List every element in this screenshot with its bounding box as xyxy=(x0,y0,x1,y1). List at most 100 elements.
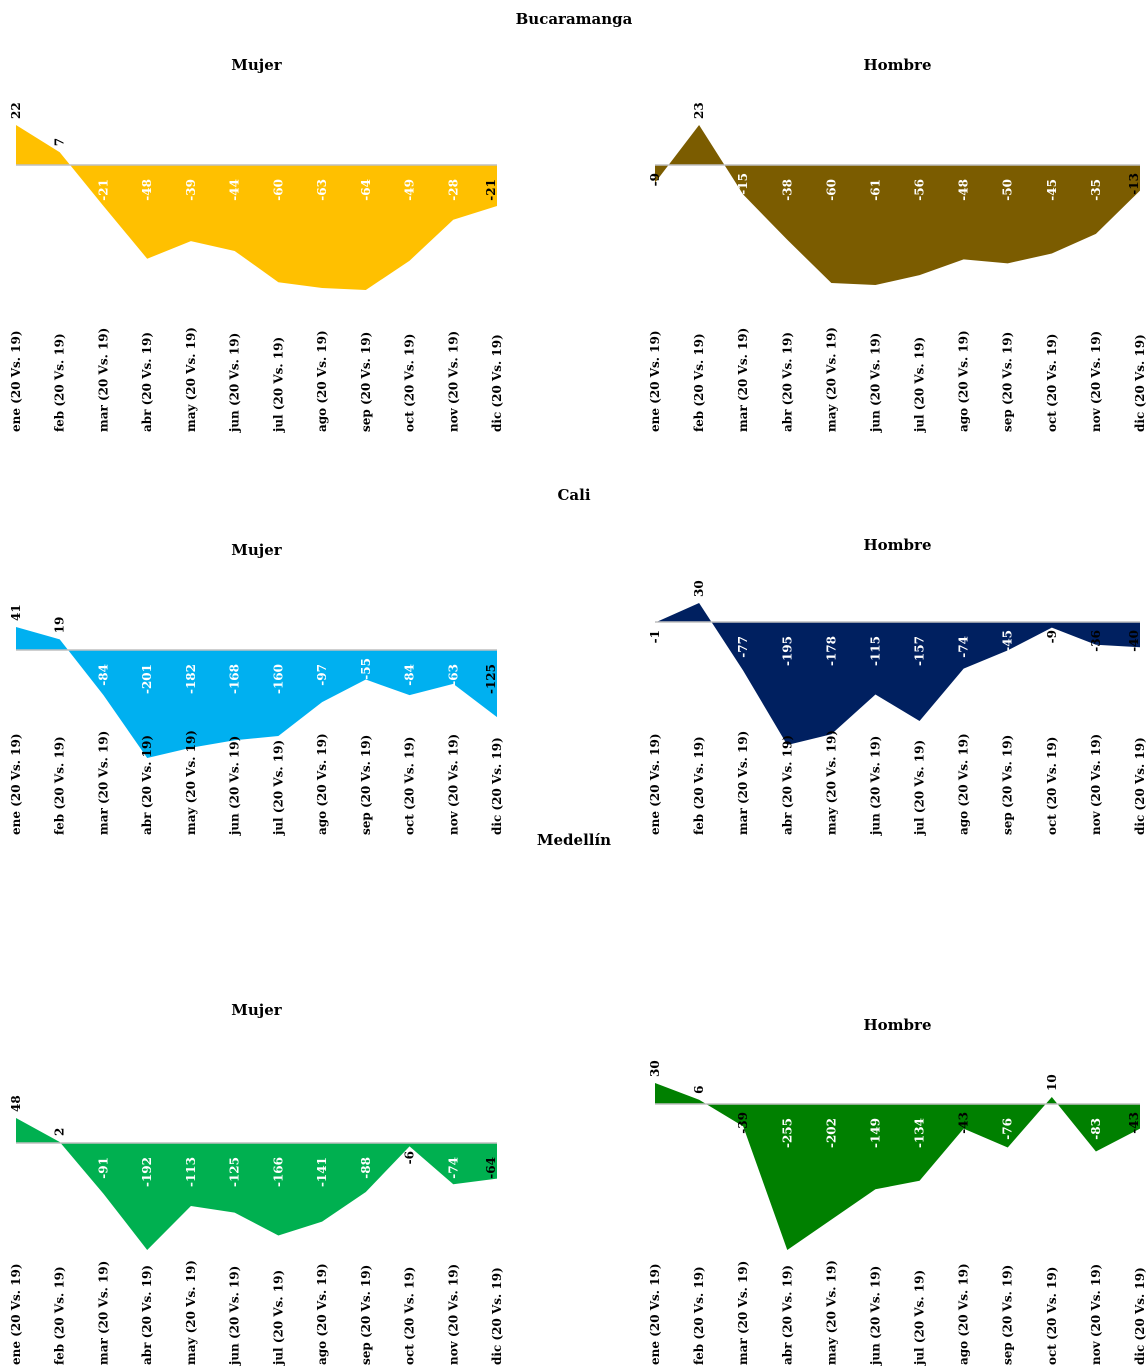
data-label: -84 xyxy=(96,664,110,686)
data-label: -61 xyxy=(868,179,882,201)
x-tick-label: feb (20 Vs. 19) xyxy=(692,736,706,835)
x-tick-label: may (20 Vs. 19) xyxy=(824,327,838,432)
x-tick-label: ene (20 Vs. 19) xyxy=(9,1263,23,1365)
x-tick-label: abr (20 Vs. 19) xyxy=(780,1265,794,1365)
data-label: -192 xyxy=(140,1157,154,1187)
data-label: -125 xyxy=(484,664,498,694)
data-label: -9 xyxy=(1045,630,1059,643)
city-title-2: Medellín xyxy=(537,831,611,849)
x-tick-label: ene (20 Vs. 19) xyxy=(648,733,662,835)
x-tick-label: feb (20 Vs. 19) xyxy=(53,1266,67,1365)
x-tick-label: nov (20 Vs. 19) xyxy=(1089,734,1103,835)
data-label: -125 xyxy=(228,1157,242,1187)
data-label: -35 xyxy=(1089,179,1103,201)
data-label: -43 xyxy=(1127,1112,1141,1134)
x-tick-label: dic (20 Vs. 19) xyxy=(490,1267,504,1365)
chart-title: Mujer xyxy=(231,1001,282,1019)
x-tick-label: ene (20 Vs. 19) xyxy=(9,733,23,835)
x-tick-label: may (20 Vs. 19) xyxy=(824,730,838,835)
data-label: -45 xyxy=(1045,179,1059,201)
x-tick-label: jun (20 Vs. 19) xyxy=(868,736,882,836)
x-tick-label: oct (20 Vs. 19) xyxy=(403,737,417,835)
data-label: -56 xyxy=(913,179,927,201)
x-tick-label: ene (20 Vs. 19) xyxy=(9,330,23,432)
data-label: -60 xyxy=(271,179,285,201)
chart-0: Mujer 22 7 -21 -48 -39 -44 -60 -63 -64 -49 -28 -21 en… xyxy=(9,56,504,433)
x-tick-label: abr (20 Vs. 19) xyxy=(140,735,154,835)
x-tick-label: feb (20 Vs. 19) xyxy=(53,736,67,835)
chart-2: Mujer 41 19 -84 -201 -182 -168 -160 -97 -55 -84 -63… xyxy=(9,541,504,836)
chart-3: Hombre -1 30 -77 -195 -178 -115 -157 -74 -45 -9 -36… xyxy=(648,536,1147,836)
data-label: -40 xyxy=(1127,630,1141,652)
x-tick-label: nov (20 Vs. 19) xyxy=(446,1264,460,1365)
x-tick-label: oct (20 Vs. 19) xyxy=(403,334,417,432)
chart-4: Mujer 48 2 -91 -192 -113 -125 -166 -141 -88 -6 -74 -… xyxy=(9,1001,504,1366)
data-label: -84 xyxy=(403,664,417,686)
data-label: 30 xyxy=(648,1060,662,1077)
x-tick-label: ago (20 Vs. 19) xyxy=(957,1263,971,1365)
x-tick-label: nov (20 Vs. 19) xyxy=(1089,1264,1103,1365)
data-label: -113 xyxy=(184,1157,198,1187)
data-label: -168 xyxy=(228,664,242,694)
chart-title: Mujer xyxy=(231,56,282,74)
x-tick-label: mar (20 Vs. 19) xyxy=(96,731,110,835)
data-label: -202 xyxy=(824,1118,838,1148)
x-tick-label: mar (20 Vs. 19) xyxy=(96,328,110,432)
data-label: -88 xyxy=(359,1157,373,1179)
data-label: -49 xyxy=(403,179,417,201)
x-tick-label: sep (20 Vs. 19) xyxy=(359,332,373,432)
data-label: -36 xyxy=(1089,630,1103,652)
data-label: -48 xyxy=(140,179,154,201)
data-label: -182 xyxy=(184,664,198,694)
data-label: -39 xyxy=(184,179,198,201)
area-series xyxy=(16,627,497,758)
chart-title: Hombre xyxy=(864,1016,932,1034)
data-label: -13 xyxy=(1127,173,1141,195)
x-tick-label: jul (20 Vs. 19) xyxy=(271,1270,285,1366)
data-label: -1 xyxy=(648,630,662,643)
chart-title: Hombre xyxy=(864,536,932,554)
data-label: 30 xyxy=(692,580,706,597)
data-label: -74 xyxy=(446,1157,460,1179)
data-label: -28 xyxy=(446,179,460,201)
area-series xyxy=(16,1118,497,1250)
data-label: -50 xyxy=(1001,179,1015,201)
data-label: 23 xyxy=(692,102,706,119)
data-label: -21 xyxy=(484,179,498,201)
data-label: -15 xyxy=(736,173,750,195)
data-label: -21 xyxy=(96,179,110,201)
x-tick-label: oct (20 Vs. 19) xyxy=(1045,1267,1059,1365)
x-tick-label: ago (20 Vs. 19) xyxy=(315,1263,329,1365)
x-tick-label: jul (20 Vs. 19) xyxy=(913,740,927,836)
x-tick-label: nov (20 Vs. 19) xyxy=(446,331,460,432)
x-tick-label: nov (20 Vs. 19) xyxy=(1089,331,1103,432)
data-label: -195 xyxy=(780,636,794,666)
data-label: -44 xyxy=(228,179,242,201)
data-label: -64 xyxy=(484,1157,498,1179)
data-label: -91 xyxy=(96,1157,110,1179)
data-label: 10 xyxy=(1045,1074,1059,1091)
x-tick-label: sep (20 Vs. 19) xyxy=(1001,1265,1015,1365)
x-tick-label: sep (20 Vs. 19) xyxy=(1001,735,1015,835)
data-label: -64 xyxy=(359,179,373,201)
x-tick-label: ago (20 Vs. 19) xyxy=(957,733,971,835)
x-tick-label: jul (20 Vs. 19) xyxy=(271,740,285,836)
data-label: 2 xyxy=(53,1128,67,1136)
data-label: 22 xyxy=(9,102,23,119)
x-tick-label: ago (20 Vs. 19) xyxy=(315,733,329,835)
data-label: -63 xyxy=(315,179,329,201)
x-tick-label: jun (20 Vs. 19) xyxy=(228,736,242,836)
data-label: -83 xyxy=(1089,1118,1103,1140)
data-label: 41 xyxy=(9,604,23,621)
chart-1: Hombre -9 23 -15 -38 -60 -61 -56 -48 -50 -45 -35 -13… xyxy=(648,56,1147,433)
data-label: -134 xyxy=(913,1118,927,1148)
area-series xyxy=(655,603,1140,745)
x-tick-label: may (20 Vs. 19) xyxy=(184,327,198,432)
x-tick-label: jul (20 Vs. 19) xyxy=(913,1270,927,1366)
area-series xyxy=(655,125,1140,285)
x-tick-label: jul (20 Vs. 19) xyxy=(271,337,285,433)
x-tick-label: may (20 Vs. 19) xyxy=(824,1260,838,1365)
data-label: -141 xyxy=(315,1157,329,1187)
x-tick-label: nov (20 Vs. 19) xyxy=(446,734,460,835)
x-tick-label: abr (20 Vs. 19) xyxy=(780,332,794,432)
